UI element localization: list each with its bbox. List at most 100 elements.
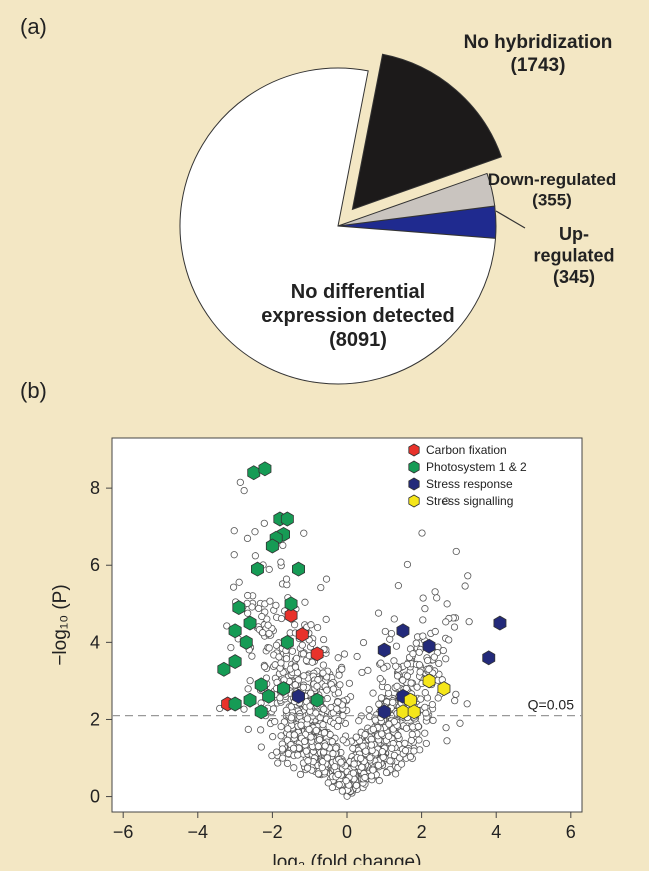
gene-point [424,656,432,665]
gene-point [304,757,312,765]
highlight-point [228,654,242,670]
gene-point [419,616,427,624]
gene-point [272,641,281,649]
gene-point [290,731,298,739]
gene-point [358,763,366,771]
pie-label-line: Down-regulated [488,170,616,189]
series-carbon-fixation [221,607,324,712]
gene-point [414,722,422,731]
gene-point [227,643,235,652]
gene-point [335,671,343,679]
gene-point [277,732,285,740]
gene-point [321,742,329,750]
highlight-point [262,688,276,704]
pie-label: No hybridization (1743) [464,32,613,76]
gene-point [394,731,402,740]
gene-point [377,694,386,702]
legend-label: Stress signalling [426,494,513,508]
gene-point [322,575,331,583]
legend-swatch [408,494,420,508]
legend-label: Photosystem 1 & 2 [426,460,527,474]
gene-point [403,560,412,569]
gene-point [320,729,328,737]
gene-point [331,763,339,771]
pie-leader-line [495,210,526,229]
gene-point [283,759,292,768]
highlight-point [228,696,242,712]
gene-point [322,615,330,623]
gene-point [299,650,307,658]
gene-point [277,723,285,731]
gene-point [328,783,337,792]
pie-label: Down-regulated (355) [488,170,616,209]
gene-point [230,551,238,559]
highlight-point [250,561,264,577]
gene-point [421,605,429,613]
gene-point [319,758,327,766]
highlight-point [422,638,436,654]
gene-point [338,665,346,673]
gene-point [402,724,411,732]
gene-point [338,787,346,795]
legend-swatch [408,460,420,474]
gene-point [342,777,350,785]
gene-point [442,724,450,732]
gene-point [361,773,369,782]
gene-point [406,753,414,761]
gene-point [339,736,347,744]
gene-point [385,732,393,740]
highlight-point [482,650,496,666]
gene-point [390,615,398,623]
gene-point [312,709,320,717]
gene-point [257,726,265,734]
gene-point [290,764,298,772]
gene-point [265,629,273,638]
pie-label-line: (1743) [511,55,566,76]
gene-point [301,598,309,606]
pie-label-line: (8091) [329,329,387,351]
gene-point [314,770,323,778]
highlight-point [377,642,391,658]
gene-point [392,662,400,670]
gene-point [297,721,305,729]
gene-point [246,677,254,685]
gene-point [421,689,429,697]
gene-point [314,623,322,632]
gene-point [421,729,429,737]
gene-point [367,741,376,749]
gene-point [291,621,299,629]
gene-point [410,747,418,755]
gene-point [366,754,374,762]
x-tick-label: 4 [491,822,501,842]
gene-point [374,761,383,769]
gene-point [320,635,328,644]
gene-point [271,718,279,726]
gene-point [332,744,340,752]
gene-point [393,682,401,690]
highlight-point [284,596,298,612]
gene-point [282,706,290,714]
gene-point [334,654,342,662]
pie-label-line: (355) [532,190,572,209]
gene-point [425,665,433,673]
gene-point [387,629,396,638]
gene-point [329,685,338,693]
gene-point [265,644,273,652]
gene-point [421,703,429,711]
gene-point [248,652,256,660]
gene-point [307,621,315,629]
gene-point [439,646,447,655]
gene-point [323,686,331,694]
gene-point [369,766,377,774]
highlight-point [243,615,257,631]
gene-point [244,609,252,617]
legend-label: Stress response [426,477,513,491]
gene-point [240,705,248,713]
gene-point [465,618,473,626]
gene-point [240,486,248,495]
gene-point [357,754,365,762]
gene-point [274,759,282,767]
pie-label-line: No differential [291,281,425,303]
gene-point [266,597,274,605]
gene-point [300,529,308,537]
